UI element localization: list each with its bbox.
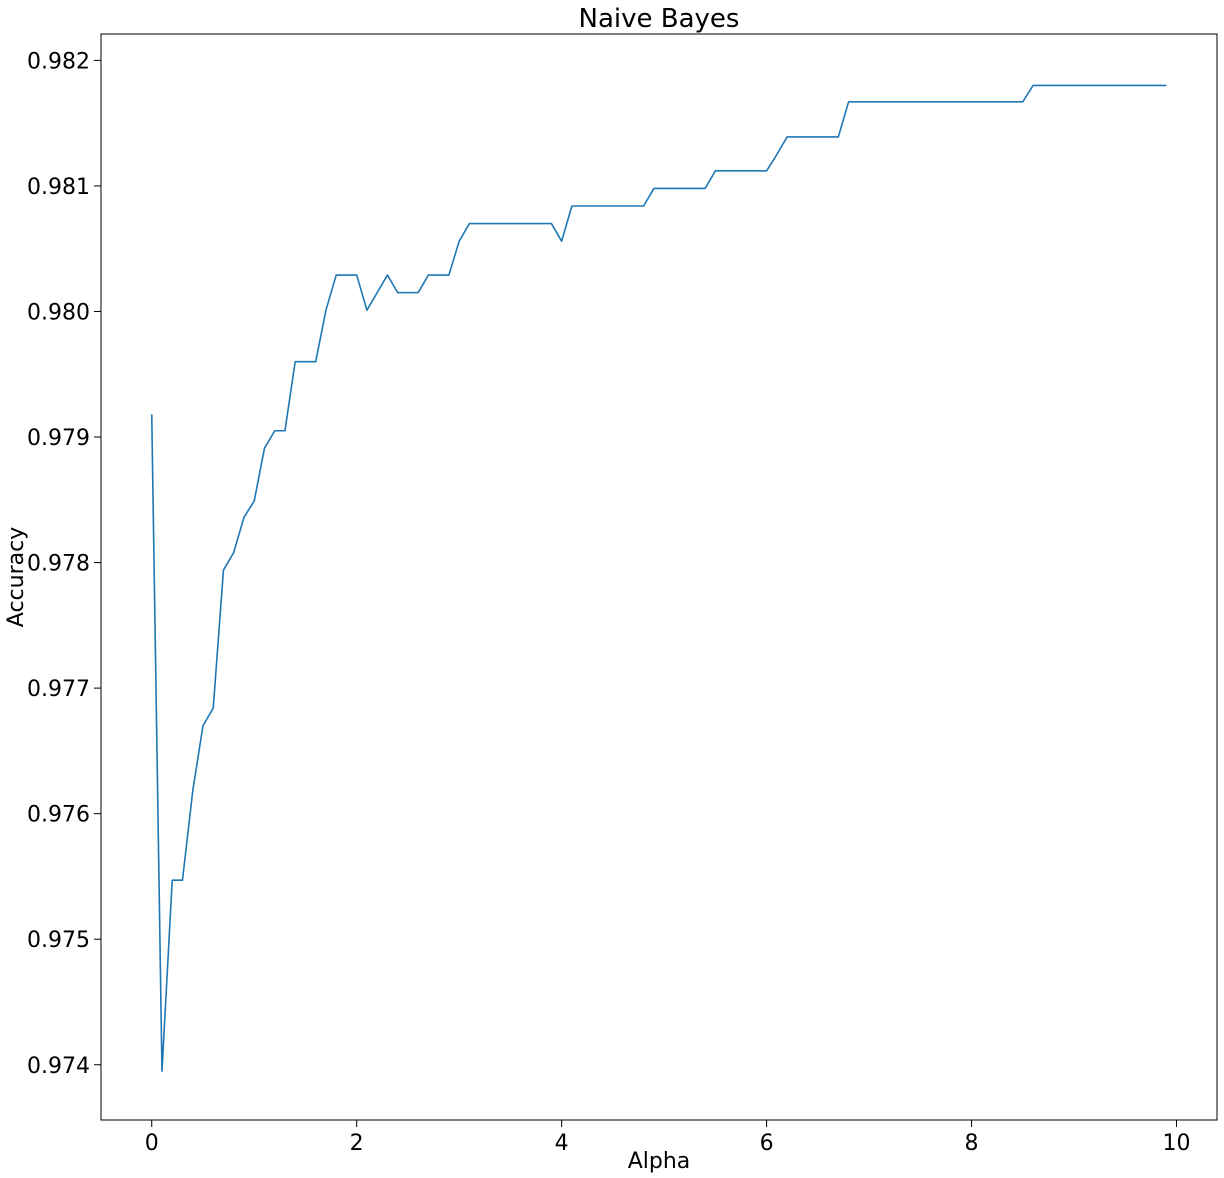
chart-title: Naive Bayes	[579, 4, 740, 34]
series-line	[150, 84, 1167, 1072]
y-tick-label: 0.976	[27, 803, 90, 828]
y-axis-label: Accuracy	[4, 527, 29, 627]
y-tick-label: 0.978	[27, 552, 90, 577]
y-tick-label: 0.975	[27, 928, 90, 953]
x-tick-label: 6	[760, 1131, 774, 1156]
x-tick-label: 4	[555, 1131, 569, 1156]
x-tick-label: 0	[145, 1131, 159, 1156]
y-tick-label: 0.980	[27, 300, 90, 325]
y-tick-label: 0.981	[27, 175, 90, 200]
x-axis-ticks: 0 2 4 6 8 10	[145, 1120, 1191, 1156]
x-axis-label: Alpha	[628, 1149, 691, 1174]
x-tick-label: 10	[1163, 1131, 1191, 1156]
y-tick-label: 0.974	[27, 1054, 90, 1079]
y-tick-label: 0.977	[27, 677, 90, 702]
y-tick-label: 0.979	[27, 426, 90, 451]
series-layer	[150, 84, 1167, 1072]
y-axis-ticks: 0.974 0.975 0.976 0.977 0.978 0.979 0.980 0.981…	[27, 49, 101, 1079]
x-tick-label: 2	[350, 1131, 364, 1156]
x-tick-label: 8	[965, 1131, 979, 1156]
y-tick-label: 0.982	[27, 49, 90, 74]
plot-frame	[100, 33, 1218, 1121]
